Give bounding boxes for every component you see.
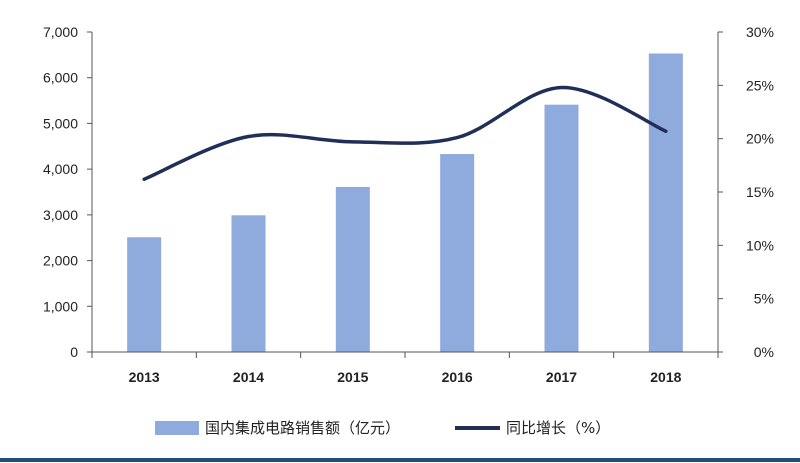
bar-2013 [127, 237, 162, 352]
left-tick-label: 5,000 [43, 115, 78, 131]
x-tick-label: 2018 [650, 369, 681, 385]
bar-2014 [231, 215, 266, 352]
bar-series [127, 53, 683, 352]
right-axis-ticks: 0% 5% 10% 15% 20% 25% 30% [718, 24, 774, 360]
axes [91, 32, 719, 358]
legend-bar-swatch [155, 421, 199, 435]
left-tick-label: 1,000 [43, 298, 78, 314]
left-tick-label: 4,000 [43, 161, 78, 177]
right-tick-label: 10% [746, 237, 774, 253]
growth-line [142, 85, 668, 181]
left-tick-label: 0 [70, 344, 78, 360]
right-tick-label: 0% [754, 344, 774, 360]
right-tick-label: 15% [746, 184, 774, 200]
left-axis-ticks: 0 1,000 2,000 3,000 4,000 5,000 6,000 7,000 [43, 24, 92, 360]
x-tick-label: 2013 [129, 369, 160, 385]
left-tick-label: 7,000 [43, 24, 78, 40]
bottom-rule [0, 458, 800, 462]
right-tick-label: 20% [746, 131, 774, 147]
bar-2017 [544, 104, 579, 352]
left-tick-label: 6,000 [43, 70, 78, 86]
bar-2018 [648, 53, 683, 352]
left-tick-label: 3,000 [43, 207, 78, 223]
right-tick-label: 25% [746, 77, 774, 93]
left-tick-label: 2,000 [43, 253, 78, 269]
x-tick-label: 2014 [233, 369, 264, 385]
bar-2016 [440, 154, 475, 352]
x-tick-label: 2016 [442, 369, 473, 385]
bar-2015 [335, 186, 370, 352]
line-series [142, 85, 668, 181]
legend-bar-label: 国内集成电路销售额（亿元） [205, 419, 400, 437]
right-tick-label: 30% [746, 24, 774, 40]
x-tick-label: 2015 [337, 369, 368, 385]
right-tick-label: 5% [754, 291, 774, 307]
x-tick-label: 2017 [546, 369, 577, 385]
legend: 国内集成电路销售额（亿元） 同比增长（%） [155, 419, 610, 437]
x-axis-ticks: 2013 2014 2015 2016 2017 2018 [129, 369, 682, 385]
legend-line-label: 同比增长（%） [506, 419, 610, 437]
